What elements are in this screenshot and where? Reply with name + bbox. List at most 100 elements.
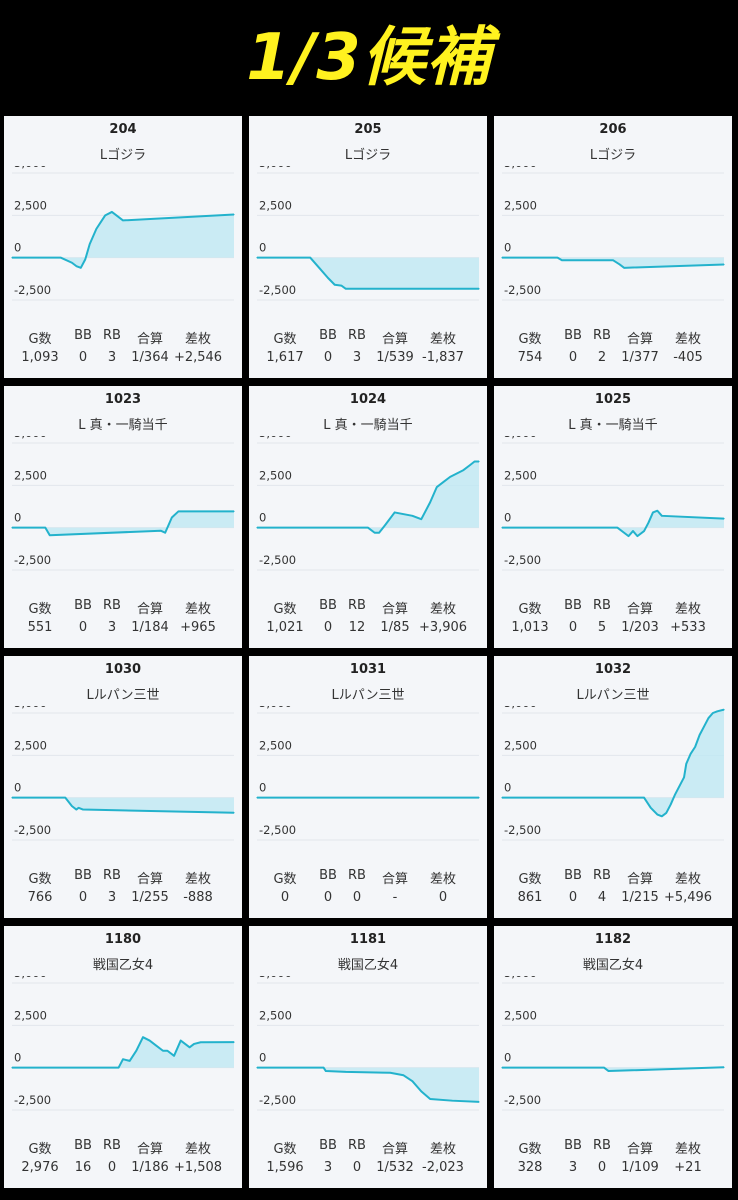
y-tick-label: 2,500 (14, 198, 47, 212)
chart-point (603, 1067, 605, 1069)
machine-name: Lルパン三世 (86, 688, 160, 703)
chart-point (155, 1045, 157, 1047)
machine-name: L 真・一騎当千 (323, 418, 413, 433)
stats-table: G数 1,596 BB 3 RB 0 合算 1/532 差枚 -2,023 (249, 1138, 487, 1182)
stats-table: G数 2,976 BB 16 RB 0 合算 1/186 差枚 +1,508 (4, 1138, 242, 1182)
stat-value-diff: +3,906 (418, 620, 468, 635)
stat-header: 合算 (626, 872, 653, 887)
y-tick-label: 0 (259, 1051, 266, 1065)
stat-value-diff: +2,546 (173, 350, 223, 365)
chart-point (411, 515, 413, 517)
slump-chart: 5,000 2,500 0 -2,500 (11, 976, 235, 1111)
chart-line (12, 1036, 235, 1069)
chart-line (502, 509, 725, 538)
machine-name: 戦国乙女4 (92, 958, 154, 973)
chart-point (420, 518, 422, 520)
chart-point (180, 1039, 182, 1042)
stat-value-bb: 0 (568, 890, 578, 905)
chart-point (607, 1070, 610, 1072)
chart-point (166, 1050, 168, 1052)
chart-point (378, 532, 380, 534)
stat-value-rb: 3 (107, 620, 117, 635)
stat-header: 差枚 (674, 602, 701, 617)
chart-point (656, 814, 658, 816)
chart-point (135, 1050, 137, 1052)
chart-point (478, 1101, 480, 1103)
machine-card-206[interactable]: 206 Lゴジラ 5,000 2,500 0 -2,500 G数 754 BB 0 RB 2 合算 1/3… (494, 116, 732, 378)
stat-value-diff: -888 (183, 890, 213, 905)
chart-point (189, 1046, 191, 1048)
chart-point (661, 815, 663, 817)
y-tick-label: 2,500 (504, 1008, 537, 1022)
chart-point (89, 243, 91, 245)
chart-point (49, 534, 51, 536)
stat-value-diff: -1,837 (422, 350, 464, 365)
machine-card-1031[interactable]: 1031 Lルパン三世 5,000 2,500 0 -2,500 G数 0 BB 0 RB 0 合算 - 差… (249, 656, 487, 918)
y-tick-label: -2,500 (504, 823, 541, 837)
chart-point (111, 211, 113, 213)
machine-card-1030[interactable]: 1030 Lルパン三世 5,000 2,500 0 -2,500 G数 766 BB 0 RB 3 合算… (4, 656, 242, 918)
machine-name: Lルパン三世 (331, 688, 405, 703)
chart-point (670, 803, 672, 806)
chart-point (340, 285, 342, 287)
chart-point (256, 257, 258, 259)
stat-value-g: 861 (517, 890, 543, 905)
chart-point (501, 1067, 503, 1069)
chart-point (636, 535, 639, 537)
stat-value-total: 1/203 (621, 620, 659, 635)
y-tick-label: -2,500 (259, 553, 296, 567)
chart-point (173, 1055, 175, 1057)
chart-point (685, 763, 687, 765)
stat-header: 合算 (381, 602, 408, 617)
chart-area (12, 211, 234, 268)
chart-point (171, 516, 173, 519)
stats-table: G数 328 BB 3 RB 0 合算 1/109 差枚 +21 (494, 1138, 732, 1182)
chart-point (75, 808, 77, 811)
machine-card-205[interactable]: 205 Lゴジラ 5,000 2,500 0 -2,500 G数 1,617 BB 0 RB 3 合算 1… (249, 116, 487, 378)
stat-header: 差枚 (429, 872, 456, 887)
chart-point (323, 1067, 325, 1069)
stats-table: G数 1,093 BB 0 RB 3 合算 1/364 差枚 +2,546 (4, 328, 242, 372)
y-tick-label: -2,500 (504, 553, 541, 567)
chart-point (75, 265, 77, 267)
chart-point (367, 527, 369, 529)
chart-point (612, 259, 614, 261)
chart-point (632, 530, 634, 532)
machine-card-1032[interactable]: 1032 Lルパン三世 5,000 2,500 0 -2,500 G数 861 BB 0 RB 4 合算… (494, 656, 732, 918)
chart-area (12, 511, 234, 536)
machine-number: 1181 (349, 932, 387, 947)
stat-value-diff: +5,496 (663, 890, 713, 905)
chart-point (394, 511, 396, 514)
chart-point (683, 776, 685, 778)
y-tick-label: 5,000 (259, 976, 292, 980)
chart-point (402, 1074, 405, 1076)
stat-header: BB (564, 598, 582, 613)
stat-value-total: 1/215 (621, 890, 659, 905)
machine-card-1023[interactable]: 1023 L 真・一騎当千 5,000 2,500 0 -2,500 G数 551 BB 0 RB 3… (4, 386, 242, 648)
chart-area (502, 257, 724, 268)
machine-card-1180[interactable]: 1180 戦国乙女4 5,000 2,500 0 -2,500 G数 2,976 BB 16 RB 0… (4, 926, 242, 1188)
stat-header: 差枚 (674, 1142, 701, 1157)
chart-point (674, 793, 676, 795)
chart-point (501, 527, 503, 529)
machine-name: Lゴジラ (99, 148, 147, 163)
y-tick-label: 2,500 (504, 738, 537, 752)
chart-point (656, 510, 658, 512)
machine-card-1182[interactable]: 1182 戦国乙女4 5,000 2,500 0 -2,500 G数 328 BB 3 RB 0 合算 1… (494, 926, 732, 1188)
stat-value-rb: 12 (348, 620, 366, 635)
stat-header: RB (348, 598, 366, 613)
chart-area (257, 1067, 479, 1102)
stat-value-bb: 0 (323, 350, 333, 365)
machine-card-1181[interactable]: 1181 戦国乙女4 5,000 2,500 0 -2,500 G数 1,596 BB 3 RB 0 合… (249, 926, 487, 1188)
chart-point (694, 746, 696, 748)
stats-table: G数 754 BB 0 RB 2 合算 1/377 差枚 -405 (494, 328, 732, 372)
machine-number: 1030 (104, 662, 142, 677)
y-tick-label: 2,500 (259, 1008, 292, 1022)
chart-point (117, 1067, 120, 1069)
machine-card-204[interactable]: 204 Lゴジラ 5,000 2,500 0 -2,500 G数 1,093 BB 0 RB 3 合算 1… (4, 116, 242, 378)
chart-point (556, 257, 559, 259)
chart-point (623, 267, 625, 269)
slump-chart: 5,000 2,500 0 -2,500 (501, 436, 725, 571)
